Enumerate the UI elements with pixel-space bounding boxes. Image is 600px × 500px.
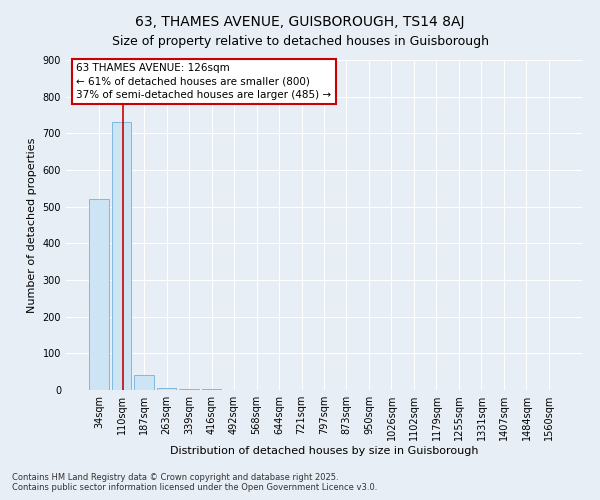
- X-axis label: Distribution of detached houses by size in Guisborough: Distribution of detached houses by size …: [170, 446, 478, 456]
- Text: Size of property relative to detached houses in Guisborough: Size of property relative to detached ho…: [112, 35, 488, 48]
- Text: 63 THAMES AVENUE: 126sqm
← 61% of detached houses are smaller (800)
37% of semi-: 63 THAMES AVENUE: 126sqm ← 61% of detach…: [76, 64, 331, 100]
- Bar: [89, 200, 109, 390]
- Bar: [112, 122, 131, 390]
- Bar: [134, 376, 154, 390]
- Text: 63, THAMES AVENUE, GUISBOROUGH, TS14 8AJ: 63, THAMES AVENUE, GUISBOROUGH, TS14 8AJ: [135, 15, 465, 29]
- Bar: [157, 388, 176, 390]
- Y-axis label: Number of detached properties: Number of detached properties: [27, 138, 37, 312]
- Text: Contains HM Land Registry data © Crown copyright and database right 2025.
Contai: Contains HM Land Registry data © Crown c…: [12, 473, 377, 492]
- Bar: [179, 389, 199, 390]
